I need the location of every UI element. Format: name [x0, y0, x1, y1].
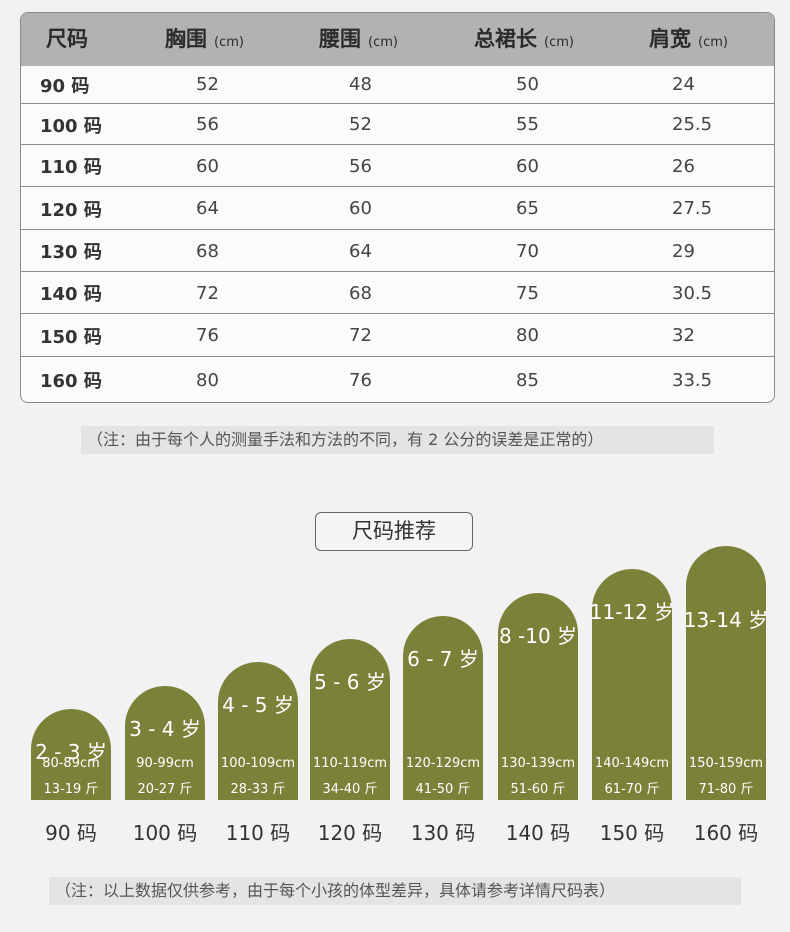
size-cell: 130 码: [40, 242, 102, 263]
value-cell: 70: [516, 240, 539, 262]
value-cell: 48: [349, 74, 372, 95]
header-shoulder: 肩宽 (cm): [649, 27, 728, 51]
table-row: 130 码 68 64 70 29: [21, 229, 774, 272]
height-range-label: 110-119cm: [312, 756, 388, 771]
table-row: 120 码 64 60 65 27.5: [21, 186, 774, 230]
bar-size-label: 90 码: [45, 821, 97, 845]
size-cell: 100 码: [40, 115, 102, 137]
value-cell: 25.5: [672, 114, 713, 135]
value-cell: 52: [349, 114, 372, 135]
size-cell: 150 码: [40, 326, 102, 348]
value-cell: 65: [516, 198, 539, 219]
size-recommend-bar: 2 - 3 岁 80-89cm 13-19 斤: [31, 709, 111, 800]
value-cell: 55: [516, 114, 539, 135]
table-header: 尺码 胸围 (cm) 腰围 (cm) 总裙长 (cm) 肩宽 (cm): [21, 13, 774, 66]
height-range-label: 100-109cm: [220, 756, 296, 771]
weight-range-label: 13-19 斤: [43, 782, 99, 797]
value-cell: 72: [349, 325, 372, 346]
weight-range-label: 71-80 斤: [698, 782, 754, 797]
header-size: 尺码: [46, 27, 88, 51]
measurement-note: （注：由于每个人的测量手法和方法的不同，有 2 公分的误差是正常的）: [81, 426, 714, 454]
disclaimer-note: （注：以上数据仅供参考，由于每个小孩的体型差异，具体请参考详情尺码表）: [49, 877, 741, 905]
value-cell: 76: [349, 369, 372, 391]
value-cell: 50: [516, 74, 539, 95]
bar-size-label: 150 码: [599, 821, 665, 845]
size-recommend-title: 尺码推荐: [315, 512, 473, 551]
value-cell: 75: [516, 282, 539, 304]
header-chest: 胸围 (cm): [165, 27, 244, 51]
size-recommend-bar: 8 -10 岁 130-139cm 51-60 斤: [498, 593, 578, 800]
table-row: 110 码 60 56 60 26: [21, 144, 774, 187]
value-cell: 56: [349, 155, 372, 177]
value-cell: 26: [672, 155, 695, 177]
value-cell: 52: [196, 74, 219, 95]
age-label: 5 - 6 岁: [314, 670, 386, 694]
size-recommend-bar: 5 - 6 岁 110-119cm 34-40 斤: [310, 639, 390, 800]
value-cell: 64: [196, 198, 219, 219]
value-cell: 60: [516, 155, 539, 177]
header-skirt-length: 总裙长 (cm): [474, 27, 574, 51]
value-cell: 64: [349, 240, 372, 262]
height-range-label: 120-129cm: [405, 756, 481, 771]
value-cell: 68: [349, 282, 372, 304]
weight-range-label: 28-33 斤: [230, 782, 286, 797]
value-cell: 80: [516, 325, 539, 346]
weight-range-label: 61-70 斤: [604, 782, 660, 797]
size-cell: 110 码: [40, 157, 102, 178]
height-range-label: 140-149cm: [594, 756, 670, 771]
size-recommend-bar: 13-14 岁 150-159cm 71-80 斤: [684, 546, 768, 800]
size-cell: 160 码: [40, 371, 102, 392]
height-range-label: 80-89cm: [42, 756, 100, 771]
value-cell: 32: [672, 325, 695, 346]
value-cell: 60: [196, 155, 219, 177]
bar-size-label: 130 码: [410, 821, 476, 845]
value-cell: 85: [516, 369, 539, 391]
weight-range-label: 20-27 斤: [137, 782, 193, 797]
table-row: 100 码 56 52 55 25.5: [21, 103, 774, 145]
age-label: 11-12 岁: [589, 600, 675, 624]
weight-range-label: 41-50 斤: [415, 782, 471, 797]
value-cell: 24: [672, 74, 695, 95]
size-cell: 90 码: [40, 75, 90, 97]
age-label: 4 - 5 岁: [222, 693, 294, 717]
age-label: 13-14 岁: [683, 608, 769, 632]
height-range-label: 150-159cm: [688, 756, 764, 771]
size-cell: 140 码: [40, 284, 102, 305]
value-cell: 68: [196, 240, 219, 262]
table-row: 90 码 52 48 50 24: [21, 66, 774, 103]
size-recommend-bar: 3 - 4 岁 90-99cm 20-27 斤: [125, 686, 205, 800]
height-range-label: 90-99cm: [136, 756, 194, 771]
size-recommend-bar: 11-12 岁 140-149cm 61-70 斤: [590, 569, 674, 800]
height-range-label: 130-139cm: [500, 756, 576, 771]
size-recommend-bar: 4 - 5 岁 100-109cm 28-33 斤: [218, 662, 298, 800]
age-label: 2 - 3 岁: [35, 740, 107, 764]
value-cell: 27.5: [672, 198, 713, 219]
value-cell: 80: [196, 369, 219, 391]
age-label: 8 -10 岁: [498, 624, 578, 648]
value-cell: 76: [196, 325, 219, 346]
bar-size-label: 160 码: [693, 821, 759, 845]
header-waist: 腰围 (cm): [319, 27, 398, 51]
table-row: 150 码 76 72 80 32: [21, 313, 774, 357]
value-cell: 56: [196, 114, 219, 135]
weight-range-label: 34-40 斤: [322, 782, 378, 797]
age-label: 3 - 4 岁: [129, 717, 201, 741]
table-row: 160 码 80 76 85 33.5: [21, 356, 774, 402]
value-cell: 72: [196, 282, 219, 304]
age-label: 6 - 7 岁: [407, 647, 479, 671]
size-recommend-bar: 6 - 7 岁 120-129cm 41-50 斤: [403, 616, 483, 800]
value-cell: 33.5: [672, 369, 713, 391]
value-cell: 30.5: [672, 282, 713, 304]
size-cell: 120 码: [40, 199, 102, 221]
bar-size-label: 100 码: [132, 821, 198, 845]
weight-range-label: 51-60 斤: [510, 782, 566, 797]
size-chart-table: 尺码 胸围 (cm) 腰围 (cm) 总裙长 (cm) 肩宽 (cm) 90 码 52 48…: [20, 12, 775, 403]
bar-size-label: 140 码: [505, 821, 571, 845]
bar-size-label: 110 码: [225, 821, 291, 845]
value-cell: 60: [349, 198, 372, 219]
bar-size-label: 120 码: [317, 821, 383, 845]
table-row: 140 码 72 68 75 30.5: [21, 271, 774, 314]
value-cell: 29: [672, 240, 695, 262]
